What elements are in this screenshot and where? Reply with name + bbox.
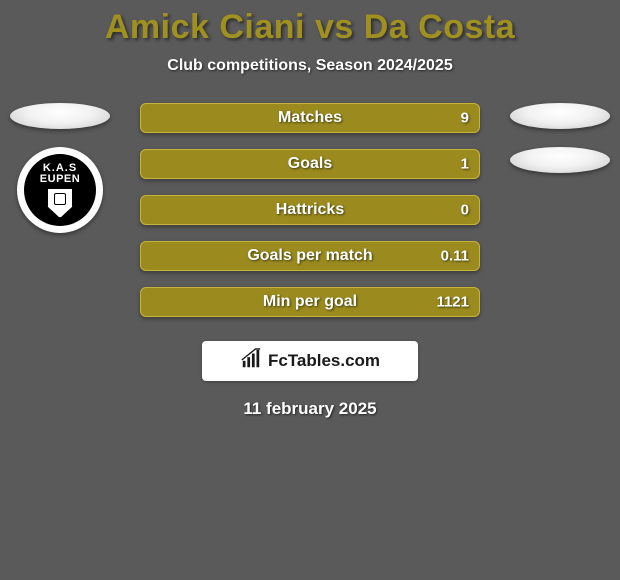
stat-row: Goals 1 [140,149,480,179]
stat-row: Hattricks 0 [140,195,480,225]
club-badge-shield-icon [47,188,73,218]
stat-value-right: 9 [461,110,469,127]
club-badge-line2: EUPEN [40,173,80,185]
club-badge-inner: K.A.S EUPEN [24,154,96,226]
brand-box: FcTables.com [202,341,418,381]
player-photo-placeholder-right [510,103,610,129]
comparison-card: Amick Ciani vs Da Costa Club competition… [0,0,620,580]
right-column [500,103,620,173]
stat-row: Min per goal 1121 [140,287,480,317]
page-title: Amick Ciani vs Da Costa [0,0,620,47]
content: K.A.S EUPEN Matches 9 Goals 1 Hattricks 0 Goal… [0,103,620,317]
stat-rows: Matches 9 Goals 1 Hattricks 0 Goals per match 0… [140,103,480,317]
stat-label: Goals per match [247,247,372,265]
stat-value-right: 0 [461,202,469,219]
stat-value-right: 1121 [436,294,469,311]
title-player1: Amick Ciani [105,8,305,46]
club-badge-eupen: K.A.S EUPEN [17,147,103,233]
stat-row: Matches 9 [140,103,480,133]
footer-date: 11 february 2025 [0,399,620,419]
stat-label: Goals [288,155,332,173]
stat-label: Hattricks [276,201,344,219]
stat-row: Goals per match 0.11 [140,241,480,271]
title-vs: vs [315,8,354,46]
stat-label: Min per goal [263,293,357,311]
stat-value-right: 1 [461,156,469,173]
club-badge-placeholder-right [510,147,610,173]
stat-label: Matches [278,109,342,127]
subtitle: Club competitions, Season 2024/2025 [0,57,620,75]
player-photo-placeholder-left [10,103,110,129]
left-column: K.A.S EUPEN [0,103,120,233]
brand-text: FcTables.com [268,351,380,371]
stat-value-right: 0.11 [441,248,469,265]
bar-chart-icon [240,348,262,375]
title-player2: Da Costa [364,8,515,46]
